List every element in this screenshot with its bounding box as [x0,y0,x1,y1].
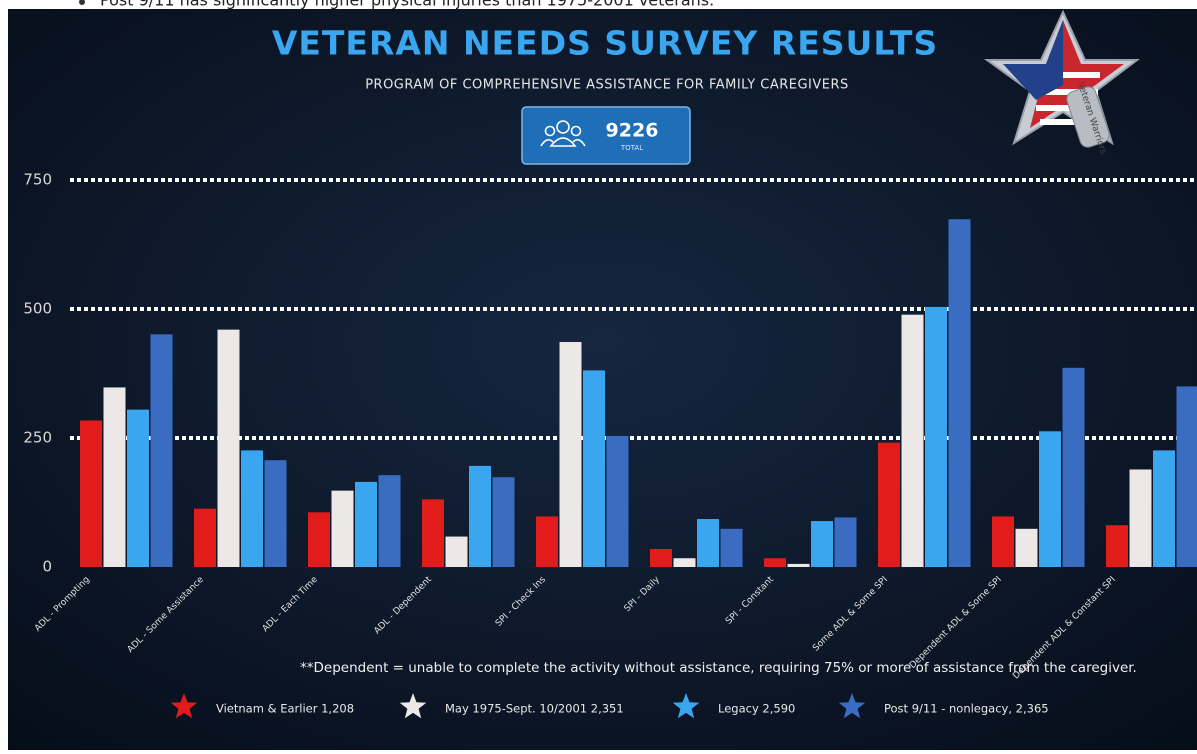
bar [1153,450,1175,567]
bar [241,450,263,567]
y-tick-label: 0 [42,558,52,576]
legend-label: Post 9/11 - nonlegacy, 2,365 [884,702,1049,716]
total-value: 9226 [606,120,659,142]
top-note: Post 9/11 has significantly higher physi… [100,0,714,10]
y-tick-label: 750 [23,171,52,189]
bar [788,564,810,567]
legend-label: May 1975-Sept. 10/2001 2,351 [445,702,624,716]
bar [1177,386,1197,567]
bar [194,509,216,567]
legend-label: Vietnam & Earlier 1,208 [216,702,354,716]
bar [536,516,558,567]
bar [1106,525,1128,567]
bar [218,330,240,567]
bar [949,219,971,567]
chart-subtitle: PROGRAM OF COMPREHENSIVE ASSISTANCE FOR … [365,78,849,93]
bar [127,410,149,567]
y-tick-label: 250 [23,429,52,447]
bar [1016,529,1038,567]
chart-title: VETERAN NEEDS SURVEY RESULTS [272,24,938,63]
bar [446,537,468,567]
bar [355,482,377,567]
bar [560,342,582,567]
bar [1130,469,1152,567]
bar [721,529,743,567]
bar [1063,368,1085,567]
bar [902,315,924,567]
bar [379,475,401,567]
bar [469,466,491,567]
legend-label: Legacy 2,590 [718,702,795,716]
bar [151,334,173,567]
bar [674,558,696,567]
bar [1039,431,1061,567]
bar [104,387,126,567]
bar [925,307,947,567]
bar [80,420,102,567]
bar [835,517,857,567]
bar [422,499,444,567]
bar [583,370,605,567]
total-label: TOTAL [620,144,643,152]
bar [607,436,629,567]
bar [992,516,1014,567]
bar [308,512,330,567]
bar [764,558,786,567]
bar [650,549,672,567]
bar [878,443,900,567]
bar [811,521,833,567]
bar [332,491,354,567]
bar [265,460,287,567]
bar [697,519,719,567]
bar [493,477,515,567]
y-tick-label: 500 [23,300,52,318]
